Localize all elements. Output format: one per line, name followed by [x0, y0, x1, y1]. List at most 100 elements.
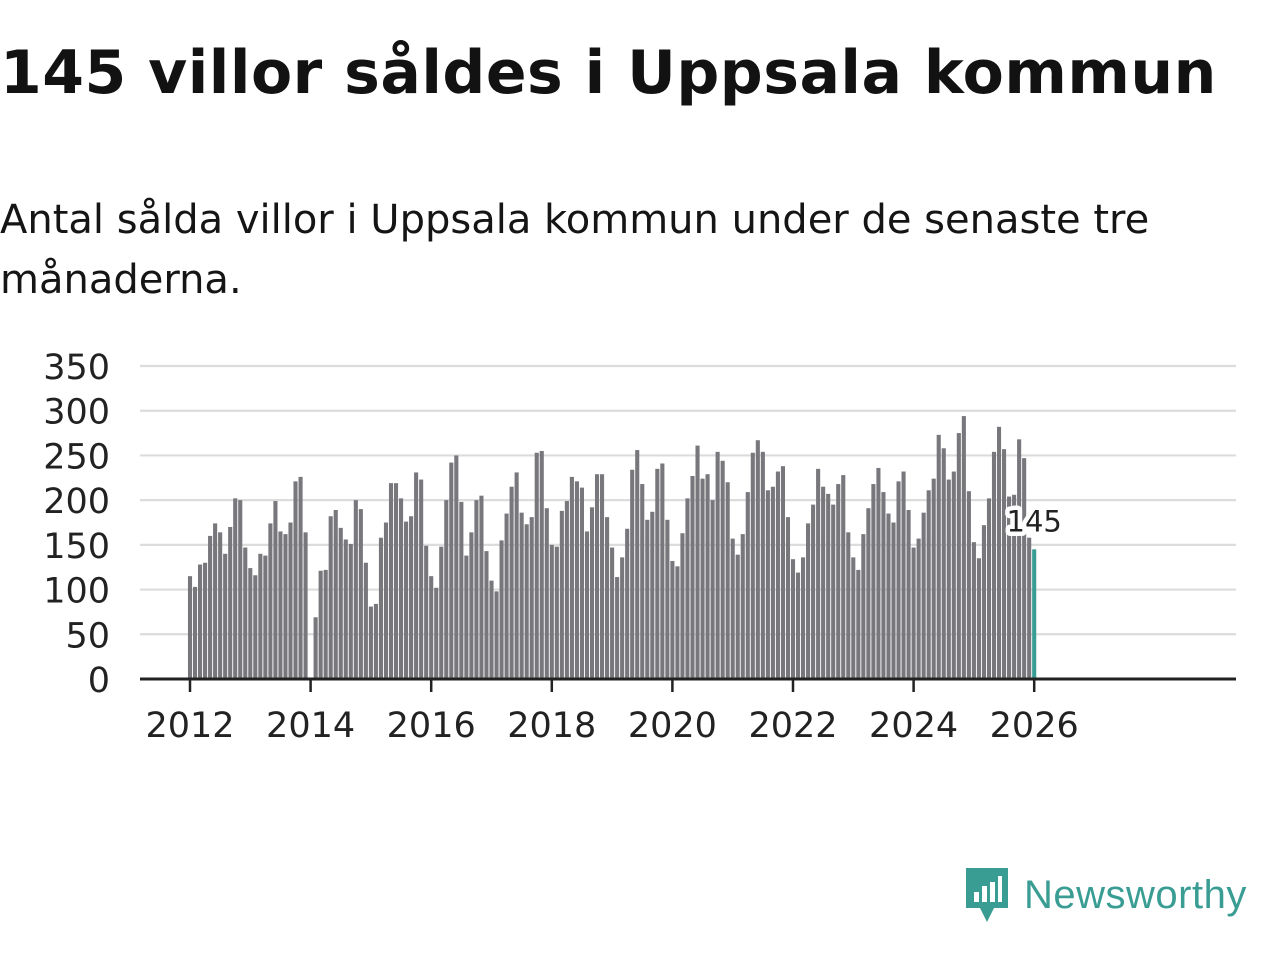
bar — [896, 481, 901, 679]
bar — [931, 478, 936, 679]
bar — [419, 479, 424, 679]
bar — [780, 466, 785, 679]
highlight-bar — [1032, 549, 1037, 679]
bar — [891, 522, 896, 679]
bar — [574, 481, 579, 679]
bar — [534, 452, 539, 679]
bar — [956, 433, 961, 679]
bar — [790, 559, 796, 679]
newsworthy-logo-icon — [966, 868, 1008, 922]
bar — [961, 416, 966, 679]
bar — [474, 500, 479, 679]
x-tick-label: 2022 — [748, 706, 837, 746]
bar — [213, 523, 218, 679]
bar — [424, 545, 429, 679]
bar — [645, 519, 650, 679]
bar — [328, 516, 333, 679]
bar — [635, 450, 640, 679]
highlight-value-label: 145 — [1007, 504, 1062, 538]
bar — [589, 507, 595, 679]
bar — [409, 516, 414, 679]
bar — [509, 486, 514, 679]
bar — [795, 572, 801, 679]
bar — [775, 471, 780, 679]
bar — [338, 527, 343, 679]
bar — [921, 512, 926, 679]
bar — [529, 517, 534, 679]
bar — [906, 509, 911, 679]
bar — [730, 538, 735, 679]
bar — [489, 580, 494, 679]
bar — [524, 524, 529, 679]
bar — [283, 534, 288, 679]
bar — [745, 492, 750, 679]
bar — [866, 508, 871, 679]
bar — [579, 487, 584, 679]
bar — [278, 531, 283, 679]
bar — [971, 542, 976, 679]
bar — [393, 483, 399, 679]
bar — [198, 564, 203, 679]
bar — [735, 554, 740, 679]
bar — [785, 517, 791, 679]
bar — [318, 570, 323, 679]
bar — [966, 491, 971, 679]
bar — [429, 576, 434, 679]
bar — [1022, 458, 1027, 679]
bar — [187, 576, 193, 679]
bar — [549, 544, 554, 679]
bar — [710, 500, 715, 679]
bar — [564, 501, 569, 679]
bars — [187, 416, 1037, 679]
bar — [841, 475, 846, 679]
bar — [670, 560, 675, 679]
bar — [594, 474, 600, 679]
bar — [715, 451, 720, 679]
bar — [238, 500, 243, 679]
bar — [936, 434, 941, 679]
bar — [504, 513, 509, 679]
bar — [298, 476, 303, 679]
bar — [685, 498, 690, 679]
bar — [248, 568, 253, 679]
bar — [313, 617, 318, 679]
x-tick-label: 2012 — [145, 706, 234, 746]
bar — [856, 569, 861, 679]
bar — [484, 551, 489, 679]
bar — [886, 513, 891, 679]
bar — [760, 451, 765, 679]
bar — [720, 460, 725, 679]
bar — [640, 484, 645, 679]
bar — [439, 546, 444, 679]
bar — [690, 476, 695, 679]
bar — [826, 493, 831, 679]
bar — [293, 481, 298, 679]
bar — [981, 525, 986, 679]
bar — [449, 462, 454, 679]
y-tick-label: 250 — [43, 437, 110, 477]
bar — [469, 532, 474, 679]
bar — [991, 451, 997, 679]
y-tick-label: 100 — [43, 572, 110, 612]
bar — [273, 501, 278, 679]
bar — [378, 537, 383, 679]
bar — [901, 471, 906, 679]
bar — [414, 472, 419, 679]
bar — [806, 523, 811, 679]
bar — [951, 471, 956, 679]
bar — [228, 526, 233, 679]
bar — [223, 553, 228, 679]
bar — [323, 569, 328, 679]
bar — [750, 452, 755, 679]
bar — [544, 508, 549, 679]
bar — [665, 519, 670, 679]
bar — [600, 474, 605, 679]
chart-subtitle: Antal sålda villor i Uppsala kommun unde… — [0, 197, 1150, 303]
bar — [976, 558, 981, 679]
bar — [725, 482, 730, 679]
bar — [348, 543, 353, 679]
bar — [996, 426, 1002, 679]
bar — [615, 577, 620, 679]
bar — [876, 467, 881, 679]
